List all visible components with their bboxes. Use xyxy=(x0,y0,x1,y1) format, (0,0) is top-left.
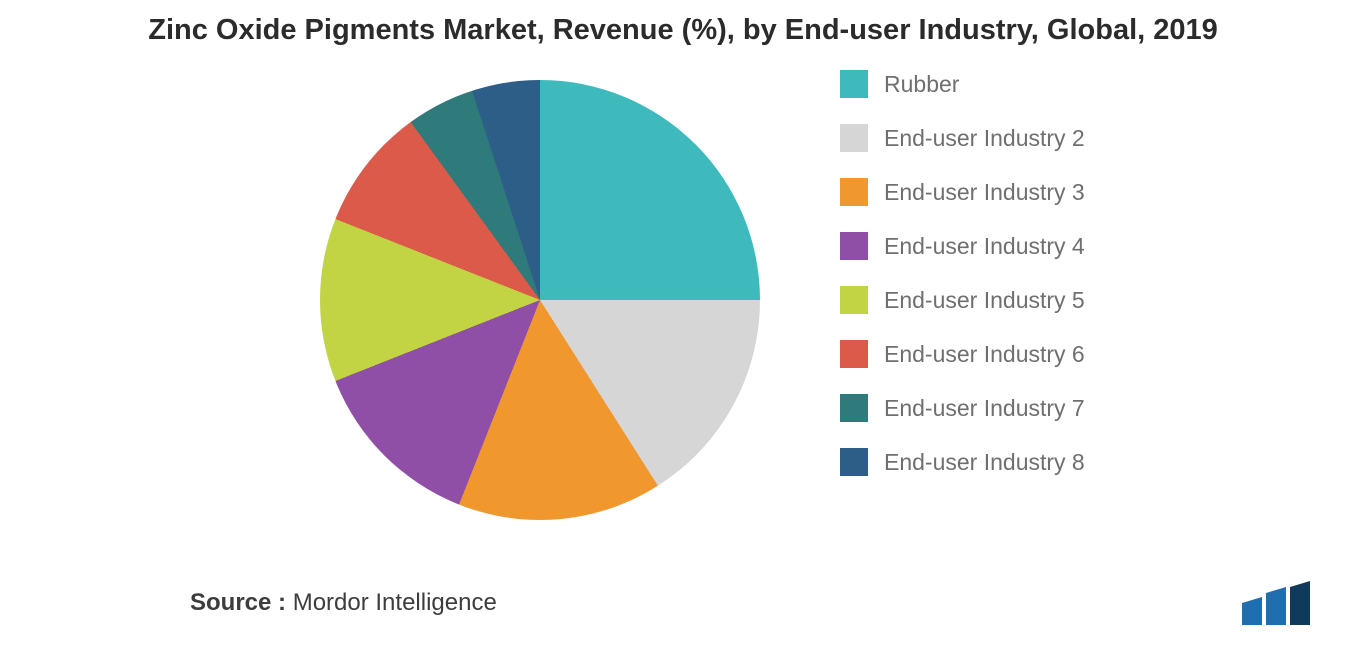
legend-label: End-user Industry 7 xyxy=(884,395,1085,422)
legend-item: End-user Industry 2 xyxy=(840,124,1085,152)
legend-label: End-user Industry 3 xyxy=(884,179,1085,206)
legend-swatch xyxy=(840,340,868,368)
legend: Rubber End-user Industry 2 End-user Indust… xyxy=(840,70,1085,476)
legend-swatch xyxy=(840,124,868,152)
legend-label: Rubber xyxy=(884,71,959,98)
pie-area xyxy=(320,80,760,520)
legend-label: End-user Industry 6 xyxy=(884,341,1085,368)
legend-item: Rubber xyxy=(840,70,1085,98)
legend-swatch xyxy=(840,178,868,206)
legend-label: End-user Industry 4 xyxy=(884,233,1085,260)
legend-item: End-user Industry 5 xyxy=(840,286,1085,314)
legend-swatch xyxy=(840,70,868,98)
legend-swatch xyxy=(840,286,868,314)
legend-swatch xyxy=(840,232,868,260)
legend-label: End-user Industry 2 xyxy=(884,125,1085,152)
legend-item: End-user Industry 6 xyxy=(840,340,1085,368)
source-line: Source : Mordor Intelligence xyxy=(190,589,497,617)
chart-title: Zinc Oxide Pigments Market, Revenue (%),… xyxy=(0,14,1366,47)
legend-item: End-user Industry 4 xyxy=(840,232,1085,260)
source-value: Mordor Intelligence xyxy=(293,589,497,616)
legend-swatch xyxy=(840,448,868,476)
legend-label: End-user Industry 5 xyxy=(884,287,1085,314)
legend-item: End-user Industry 3 xyxy=(840,178,1085,206)
legend-swatch xyxy=(840,394,868,422)
legend-label: End-user Industry 8 xyxy=(884,449,1085,476)
legend-item: End-user Industry 7 xyxy=(840,394,1085,422)
chart-container: Zinc Oxide Pigments Market, Revenue (%),… xyxy=(0,0,1366,655)
pie-chart xyxy=(320,80,760,520)
mordor-logo-icon xyxy=(1242,581,1320,625)
legend-item: End-user Industry 8 xyxy=(840,448,1085,476)
source-label: Source : xyxy=(190,589,286,616)
